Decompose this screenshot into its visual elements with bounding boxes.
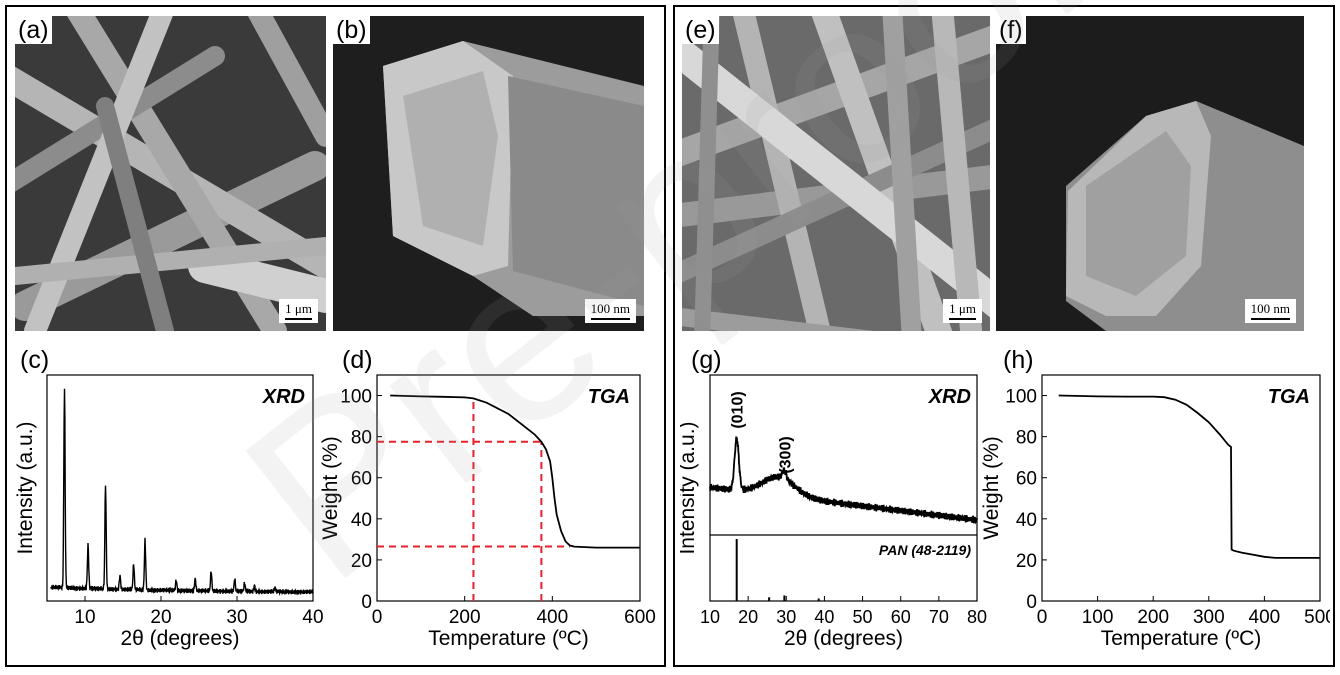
x-tick-label: 50	[853, 607, 873, 627]
x-tick-label: 100	[1082, 607, 1114, 628]
tga-chart-h: 0100200300400500Temperature (ºC)Weight (…	[980, 335, 1336, 665]
x-tick-label: 20	[150, 607, 171, 628]
y-tick-label: 80	[1016, 428, 1037, 449]
xrd-pattern-line	[709, 436, 978, 525]
x-axis-label: 2θ (degrees)	[120, 627, 239, 650]
x-tick-label: 30	[776, 607, 796, 627]
xrd-chart-c: 10 20 30 40 2θ (degrees) Intensity (a.u.) XRD	[10, 335, 330, 665]
tga-annotation: TGA	[1268, 386, 1310, 408]
x-tick-label: 300	[1193, 607, 1225, 628]
x-tick-label: 400	[1249, 607, 1281, 628]
y-tick-label: 60	[351, 469, 372, 490]
tga-curve	[390, 394, 640, 549]
xrd-pattern-line	[50, 388, 314, 597]
y-tick-label: 80	[351, 428, 372, 449]
scale-bar-e-line	[949, 318, 976, 320]
x-tick-label: 60	[891, 607, 911, 627]
peak-label: (300)	[777, 436, 794, 473]
y-axis-label: Intensity (a.u.)	[680, 421, 699, 554]
tga-chart-h-svg: 0100200300400500Temperature (ºC)Weight (…	[980, 374, 1336, 650]
xrd-chart-c-svg: 10 20 30 40 2θ (degrees) Intensity (a.u.) XRD	[14, 374, 324, 650]
plot-frame	[376, 374, 641, 602]
panel-label-b: (b)	[333, 16, 370, 44]
y-tick-label: 0	[361, 592, 372, 613]
panel-label-c: (c)	[20, 346, 50, 374]
x-tick-label: 40	[302, 607, 323, 628]
x-tick-label: 200	[1137, 607, 1169, 628]
panel-label-h: (h)	[1003, 346, 1034, 374]
sem-image-f: (f) 100 nm	[996, 16, 1304, 331]
plot-frame	[46, 374, 314, 602]
scale-bar-b: 100 nm	[584, 299, 636, 323]
x-tick-label: 0	[372, 607, 383, 628]
panel-label-a: (a)	[15, 16, 52, 44]
y-axis-label: Intensity (a.u.)	[14, 421, 37, 554]
sem-image-a: (a) 1 μm	[15, 16, 326, 331]
x-tick-label: 70	[929, 607, 949, 627]
y-tick-label: 20	[351, 551, 372, 572]
scale-bar-a: 1 μm	[279, 299, 318, 323]
plot-frame	[1041, 374, 1321, 602]
tga-curve	[1058, 394, 1320, 559]
x-tick-label: 600	[624, 607, 656, 628]
x-tick-label: 200	[449, 607, 481, 628]
xrd-chart-g-svg: 10 20 30 40 50 60 70 80 2θ (degrees) Intensity (a…	[676, 374, 987, 650]
xrd-annotation: XRD	[262, 386, 305, 408]
xrd-annotation: XRD	[928, 386, 971, 408]
x-tick-label: 80	[967, 607, 987, 627]
tga-annotation: TGA	[588, 386, 630, 408]
scale-bar-f-line	[1250, 318, 1290, 320]
panel-label-d: (d)	[342, 346, 373, 374]
x-axis-label: Temperature (ºC)	[1101, 627, 1262, 650]
x-tick-label: 40	[814, 607, 834, 627]
sem-image-b: (b) 100 nm	[333, 16, 644, 331]
x-axis-label: 2θ (degrees)	[784, 627, 903, 650]
scale-bar-b-line	[590, 318, 630, 320]
x-tick-label: 0	[1037, 607, 1048, 628]
y-axis-label: Weight (%)	[980, 436, 1003, 539]
tga-chart-d-svg: 0 200 400 600 Temperature (ºC) Weight (%) 0 20 4…	[319, 374, 656, 650]
panel-label-e: (e)	[682, 16, 719, 44]
x-tick-label: 500	[1304, 607, 1330, 628]
scale-bar-b-text: 100 nm	[590, 301, 630, 316]
scale-bar-a-text: 1 μm	[285, 301, 312, 316]
xrd-chart-g: 10 20 30 40 50 60 70 80 2θ (degrees) Intensity (a…	[676, 335, 992, 665]
panel-label-f: (f)	[996, 16, 1026, 44]
tga-chart-d: 0 200 400 600 Temperature (ºC) Weight (%) 0 20 4…	[315, 335, 660, 665]
y-tick-label: 40	[351, 510, 372, 531]
scale-bar-f: 100 nm	[1244, 299, 1296, 323]
scale-bar-a-line	[285, 318, 312, 320]
y-tick-label: 40	[1016, 510, 1037, 531]
x-axis-label: Temperature (ºC)	[428, 627, 589, 650]
x-tick-label: 10	[700, 607, 720, 627]
y-axis-label: Weight (%)	[319, 436, 342, 539]
y-tick-label: 100	[1005, 387, 1037, 408]
x-tick-label: 20	[738, 607, 758, 627]
y-tick-label: 60	[1016, 469, 1037, 490]
x-tick-label: 10	[74, 607, 95, 628]
scale-bar-e-text: 1 μm	[949, 301, 976, 316]
x-tick-label: 30	[226, 607, 247, 628]
y-tick-label: 100	[340, 387, 372, 408]
panel-label-g: (g)	[691, 346, 722, 374]
y-tick-label: 0	[1026, 592, 1037, 613]
sem-image-e: (e) 1 μm	[682, 16, 990, 331]
y-tick-label: 20	[1016, 551, 1037, 572]
scale-bar-f-text: 100 nm	[1250, 301, 1290, 316]
x-tick-label: 400	[536, 607, 568, 628]
scale-bar-e: 1 μm	[943, 299, 982, 323]
peak-label: (010)	[730, 391, 747, 428]
reference-label: PAN (48-2119)	[879, 542, 971, 558]
